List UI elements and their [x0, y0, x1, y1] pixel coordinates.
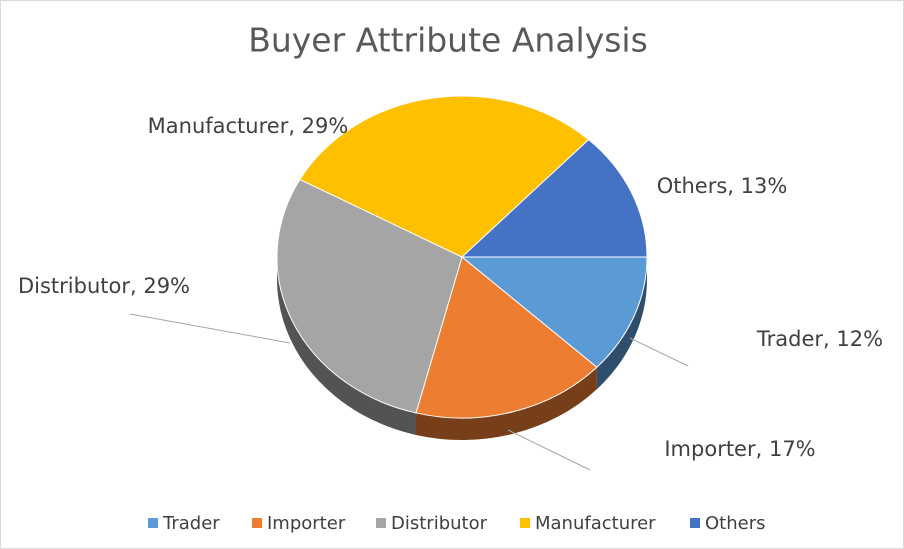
slice-side — [415, 367, 597, 441]
legend-label: Manufacturer — [535, 513, 656, 534]
leader-line — [129, 313, 291, 344]
data-label: Trader, 12% — [756, 327, 883, 351]
legend-label: Others — [705, 513, 766, 534]
leader-line — [629, 337, 689, 367]
legend-swatch — [148, 518, 158, 528]
data-label: Others, 13% — [657, 174, 788, 198]
legend-swatch — [520, 518, 530, 528]
slice — [415, 256, 598, 419]
data-label: Manufacturer, 29% — [148, 114, 349, 138]
slice — [299, 95, 590, 258]
slice — [460, 256, 648, 368]
data-label: Importer, 17% — [664, 437, 815, 461]
data-label: Distributor, 29% — [18, 274, 190, 298]
legend-swatch — [690, 518, 700, 528]
chart-title: Buyer Attribute Analysis — [248, 21, 648, 60]
slice-side — [596, 257, 647, 390]
legend-swatch — [376, 518, 386, 528]
slice-side — [277, 257, 416, 435]
leader-line — [507, 429, 591, 471]
slice — [460, 138, 648, 258]
legend-label: Importer — [267, 513, 346, 534]
legend-label: Distributor — [391, 513, 488, 534]
slice — [276, 178, 463, 414]
legend-swatch — [252, 518, 262, 528]
legend-label: Trader — [162, 513, 220, 534]
